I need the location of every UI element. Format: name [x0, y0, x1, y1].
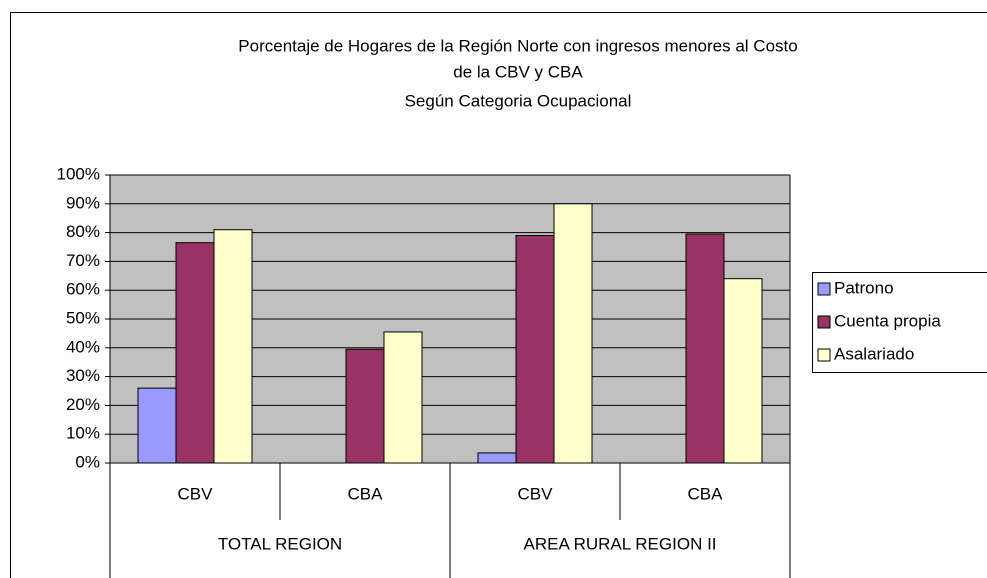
y-tick-label: 60%	[66, 280, 100, 299]
group-label: TOTAL REGION	[218, 534, 342, 553]
x-tick-label: CBV	[518, 484, 554, 503]
legend-swatch	[817, 315, 831, 329]
legend-swatch	[817, 348, 831, 362]
bar	[345, 348, 385, 464]
group-label: AREA RURAL REGION II	[523, 534, 716, 553]
legend-label: Cuenta propia	[834, 311, 941, 330]
y-tick-label: 90%	[66, 193, 100, 212]
y-tick-label: 10%	[66, 424, 100, 443]
y-tick-label: 0%	[75, 452, 100, 471]
chart-title: de la CBV y CBA	[453, 62, 583, 81]
legend-swatch	[817, 282, 831, 296]
bar	[723, 278, 763, 464]
bar	[553, 203, 593, 464]
y-tick-label: 20%	[66, 395, 100, 414]
y-tick-label: 30%	[66, 366, 100, 385]
x-tick-label: CBV	[178, 484, 214, 503]
x-tick-label: CBA	[688, 484, 724, 503]
bar	[477, 452, 517, 464]
bar	[383, 331, 423, 464]
bar	[685, 233, 725, 464]
chart-title: Porcentaje de Hogares de la Región Norte…	[238, 36, 797, 55]
chart-title: Según Categoria Ocupacional	[405, 91, 632, 110]
bar	[137, 387, 177, 464]
y-tick-label: 100%	[57, 164, 100, 183]
y-tick-label: 40%	[66, 337, 100, 356]
x-tick-label: CBA	[348, 484, 384, 503]
y-tick-label: 80%	[66, 222, 100, 241]
y-tick-label: 70%	[66, 251, 100, 270]
legend-label: Patrono	[834, 278, 894, 297]
bar	[515, 234, 555, 464]
y-tick-label: 50%	[66, 308, 100, 327]
legend-box	[812, 272, 987, 373]
bar	[175, 242, 215, 464]
legend-label: Asalariado	[834, 344, 914, 363]
bar	[213, 229, 253, 464]
